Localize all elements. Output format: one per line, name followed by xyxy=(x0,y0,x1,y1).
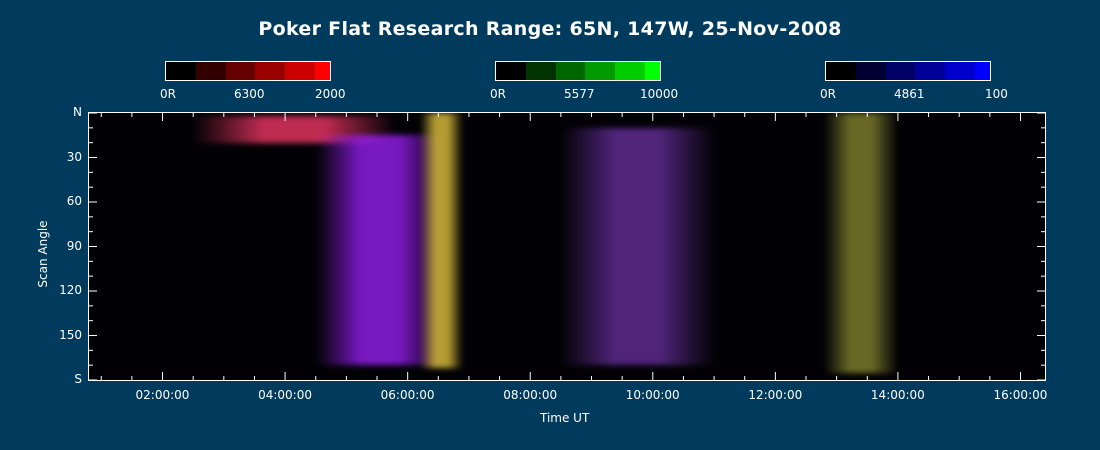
plot-frame xyxy=(88,112,1046,381)
x-tick-label: 14:00:00 xyxy=(870,388,925,402)
keogram-feature-morning-green xyxy=(824,113,898,373)
keogram-image xyxy=(89,113,1045,380)
blue-colorbar-min-label: 0R xyxy=(820,87,836,101)
y-tick-label: 90 xyxy=(66,238,82,253)
green-colorbar-max-label: 10000 xyxy=(640,87,679,101)
x-tick-label: 06:00:00 xyxy=(380,388,435,402)
y-tick-label: 150 xyxy=(59,327,82,342)
x-tick-label: 08:00:00 xyxy=(503,388,558,402)
x-tick-label: 04:00:00 xyxy=(258,388,312,402)
green-colorbar-min-label: 0R xyxy=(490,87,506,101)
y-tick-label: S xyxy=(74,372,82,386)
x-tick-label: 10:00:00 xyxy=(625,388,680,402)
y-tick-label: N xyxy=(73,105,82,119)
keogram-feature-diffuse-purple xyxy=(560,127,715,366)
y-tick-label: 60 xyxy=(66,194,82,208)
chart-title: Poker Flat Research Range: 65N, 147W, 25… xyxy=(258,18,842,40)
green-colorbar xyxy=(495,61,661,81)
x-tick-label: 16:00:00 xyxy=(993,388,1048,402)
x-tick-label: 12:00:00 xyxy=(748,388,803,402)
red-colorbar-wavelength-label: 6300 xyxy=(234,87,265,101)
green-colorbar-wavelength-label: 5577 xyxy=(564,87,595,101)
x-axis-label: Time UT xyxy=(540,411,590,425)
red-colorbar-max-label: 2000 xyxy=(315,87,346,101)
red-colorbar-min-label: 0R xyxy=(160,87,176,101)
blue-colorbar xyxy=(825,61,991,81)
y-axis-label: Scan Angle xyxy=(36,220,50,288)
keogram-feature-breakup-green xyxy=(419,113,463,369)
y-tick-label: 120 xyxy=(59,283,82,297)
blue-colorbar-max-label: 100 xyxy=(985,87,1008,101)
blue-colorbar-wavelength-label: 4861 xyxy=(894,87,925,101)
x-tick-label: 02:00:00 xyxy=(135,388,190,402)
y-tick-label: 30 xyxy=(66,149,82,164)
red-colorbar xyxy=(165,61,331,81)
